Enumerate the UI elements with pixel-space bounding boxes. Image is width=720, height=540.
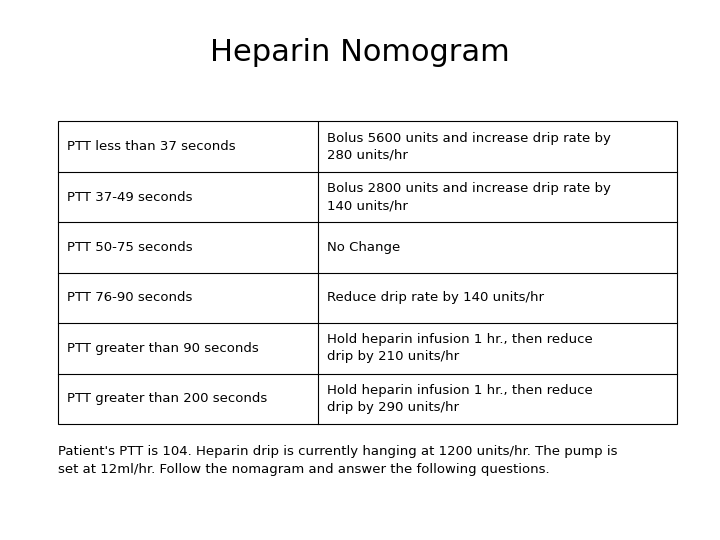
- Text: Heparin Nomogram: Heparin Nomogram: [210, 38, 510, 67]
- Text: PTT 76-90 seconds: PTT 76-90 seconds: [67, 292, 192, 305]
- Bar: [58, 122, 677, 424]
- Text: PTT less than 37 seconds: PTT less than 37 seconds: [67, 140, 235, 153]
- Text: PTT 37-49 seconds: PTT 37-49 seconds: [67, 191, 192, 204]
- Text: PTT 50-75 seconds: PTT 50-75 seconds: [67, 241, 192, 254]
- Text: Bolus 5600 units and increase drip rate by
280 units/hr: Bolus 5600 units and increase drip rate …: [327, 132, 611, 161]
- Text: Hold heparin infusion 1 hr., then reduce
drip by 290 units/hr: Hold heparin infusion 1 hr., then reduce…: [327, 384, 593, 414]
- Text: Reduce drip rate by 140 units/hr: Reduce drip rate by 140 units/hr: [327, 292, 544, 305]
- Text: PTT greater than 200 seconds: PTT greater than 200 seconds: [67, 392, 267, 405]
- Text: Hold heparin infusion 1 hr., then reduce
drip by 210 units/hr: Hold heparin infusion 1 hr., then reduce…: [327, 333, 593, 363]
- Text: PTT greater than 90 seconds: PTT greater than 90 seconds: [67, 342, 258, 355]
- Text: Bolus 2800 units and increase drip rate by
140 units/hr: Bolus 2800 units and increase drip rate …: [327, 182, 611, 212]
- Text: Patient's PTT is 104. Heparin drip is currently hanging at 1200 units/hr. The pu: Patient's PTT is 104. Heparin drip is cu…: [58, 446, 617, 476]
- Text: No Change: No Change: [327, 241, 400, 254]
